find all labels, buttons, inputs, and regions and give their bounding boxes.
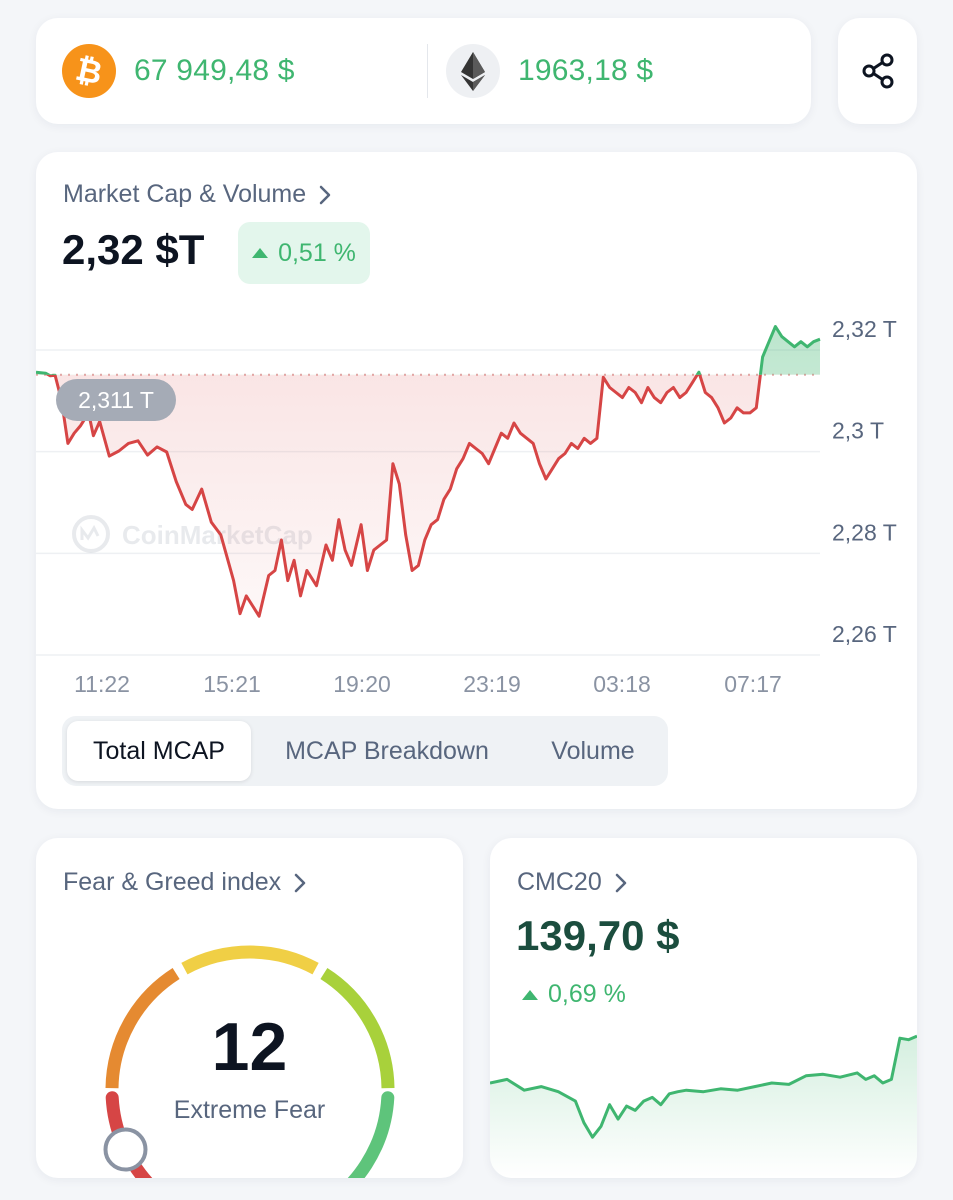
market-cap-title: Market Cap & Volume — [63, 180, 307, 208]
x-axis-labels: 11:22 15:21 19:20 23:19 03:18 07:17 — [74, 671, 782, 697]
btc-price: 67 949,48 $ — [134, 54, 295, 87]
arrow-up-icon — [252, 248, 269, 258]
fear-greed-label: Extreme Fear — [173, 1096, 326, 1124]
fear-greed-title-link[interactable]: Fear & Greed index — [63, 868, 307, 897]
cmc20-change-value: 0,69 % — [548, 980, 626, 1008]
y-axis-labels: 2,32 T 2,3 T 2,28 T 2,26 T — [832, 316, 897, 647]
share-button[interactable] — [838, 18, 917, 124]
btc-price-item[interactable]: ₿ 67 949,48 $ — [62, 18, 295, 124]
sparkline-area — [490, 1036, 917, 1178]
gauge-segment — [181, 945, 319, 975]
tab-mcap-breakdown[interactable]: MCAP Breakdown — [285, 736, 489, 765]
fear-greed-card: Fear & Greed index 12 Extreme Fear — [36, 838, 463, 1178]
reference-value-pill: 2,311 T — [56, 379, 176, 421]
cmc20-title-link[interactable]: CMC20 — [517, 868, 628, 897]
y-tick-label: 2,32 T — [832, 316, 897, 342]
bitcoin-icon: ₿ — [62, 44, 116, 98]
chevron-right-icon — [294, 873, 306, 892]
x-tick-label: 03:18 — [593, 671, 651, 697]
cmc20-change: 0,69 % — [522, 980, 626, 1009]
gauge-segment — [347, 1091, 395, 1178]
x-tick-label: 11:22 — [74, 671, 130, 697]
eth-price-item[interactable]: 1963,18 $ — [446, 18, 653, 124]
ethereum-icon — [446, 44, 500, 98]
x-tick-label: 23:19 — [463, 671, 521, 697]
x-tick-label: 19:20 — [333, 671, 391, 697]
arrow-up-icon — [522, 989, 538, 1000]
price-ticker: ₿ 67 949,48 $ 1963,18 $ — [36, 18, 811, 124]
tab-total-mcap[interactable]: Total MCAP — [67, 721, 251, 781]
fear-greed-title: Fear & Greed index — [63, 868, 282, 896]
eth-price: 1963,18 $ — [518, 54, 654, 87]
share-icon — [862, 53, 893, 89]
market-cap-change: 0,51 % — [278, 238, 356, 267]
fear-greed-gauge — [103, 945, 395, 1178]
gauge-segment — [105, 968, 180, 1089]
chart-area-down — [36, 374, 820, 617]
chart-tab-switcher: Total MCAP MCAP Breakdown Volume — [62, 716, 668, 786]
gauge-indicator — [103, 1127, 148, 1172]
fear-greed-value: 12 — [211, 1009, 288, 1085]
sparkline-line — [490, 1034, 917, 1139]
market-cap-change-badge: 0,51 % — [238, 222, 370, 284]
cmc20-card: CMC20 139,70 $ 0,69 % — [490, 838, 917, 1178]
x-tick-label: 15:21 — [203, 671, 261, 697]
cmc20-sparkline[interactable] — [490, 838, 917, 1178]
x-tick-label: 07:17 — [724, 671, 782, 697]
cmc20-title: CMC20 — [517, 868, 602, 896]
gauge-segment — [320, 968, 395, 1089]
ticker-divider — [427, 44, 428, 98]
market-cap-value: 2,32 $T — [62, 226, 205, 273]
market-cap-card: Market Cap & Volume 2,32 $T 0,51 % CoinM… — [36, 152, 917, 809]
market-cap-title-link[interactable]: Market Cap & Volume — [63, 180, 332, 209]
cmc20-value: 139,70 $ — [516, 912, 680, 959]
tab-volume[interactable]: Volume — [551, 736, 635, 765]
svg-text:₿: ₿ — [73, 51, 106, 92]
chevron-right-icon — [319, 185, 331, 204]
chart-line-down — [45, 374, 762, 618]
chevron-right-icon — [615, 873, 626, 892]
y-tick-label: 2,3 T — [832, 418, 884, 444]
y-tick-label: 2,26 T — [832, 621, 897, 647]
y-tick-label: 2,28 T — [832, 519, 897, 545]
chart-line-up — [36, 325, 821, 375]
market-cap-chart[interactable]: CoinMarketCap 2,32 T2,3 T2,28 T2,26 T 11… — [36, 152, 917, 712]
